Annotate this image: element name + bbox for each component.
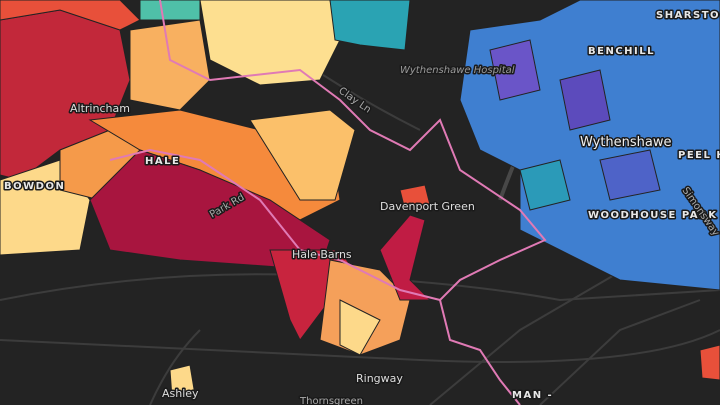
label: Thornsgreen [299, 396, 363, 405]
label: HALE [145, 156, 180, 167]
label: Hale Barns [292, 248, 352, 261]
label: Ringway [356, 372, 403, 385]
label: Ashley [162, 387, 199, 400]
label: Davenport Green [380, 200, 475, 213]
label: SHARSTON [656, 10, 720, 21]
label: Altrincham [70, 102, 130, 115]
label: WOODHOUSE PARK [588, 210, 717, 221]
label: MAN - [512, 390, 553, 401]
boundary [109, 0, 547, 405]
label: Wythenshawe Hospital [400, 65, 515, 76]
label: BENCHILL [588, 46, 655, 57]
label: Wythenshawe [580, 135, 672, 150]
label: PEEL HALL [678, 150, 720, 161]
label: BOWDON [4, 181, 65, 192]
